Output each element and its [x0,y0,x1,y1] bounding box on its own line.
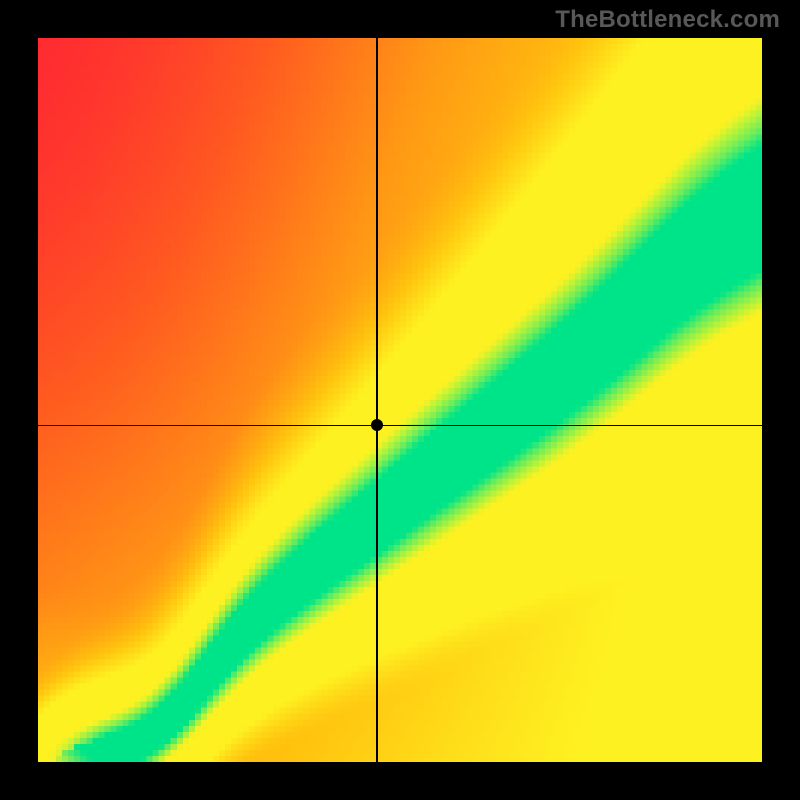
watermark-text: TheBottleneck.com [555,6,780,34]
crosshair-dot [371,419,383,431]
crosshair-vertical [376,38,378,762]
heatmap-canvas [38,38,762,762]
chart-container: TheBottleneck.com [0,0,800,800]
crosshair-horizontal [38,425,762,427]
heatmap-plot [38,38,762,762]
